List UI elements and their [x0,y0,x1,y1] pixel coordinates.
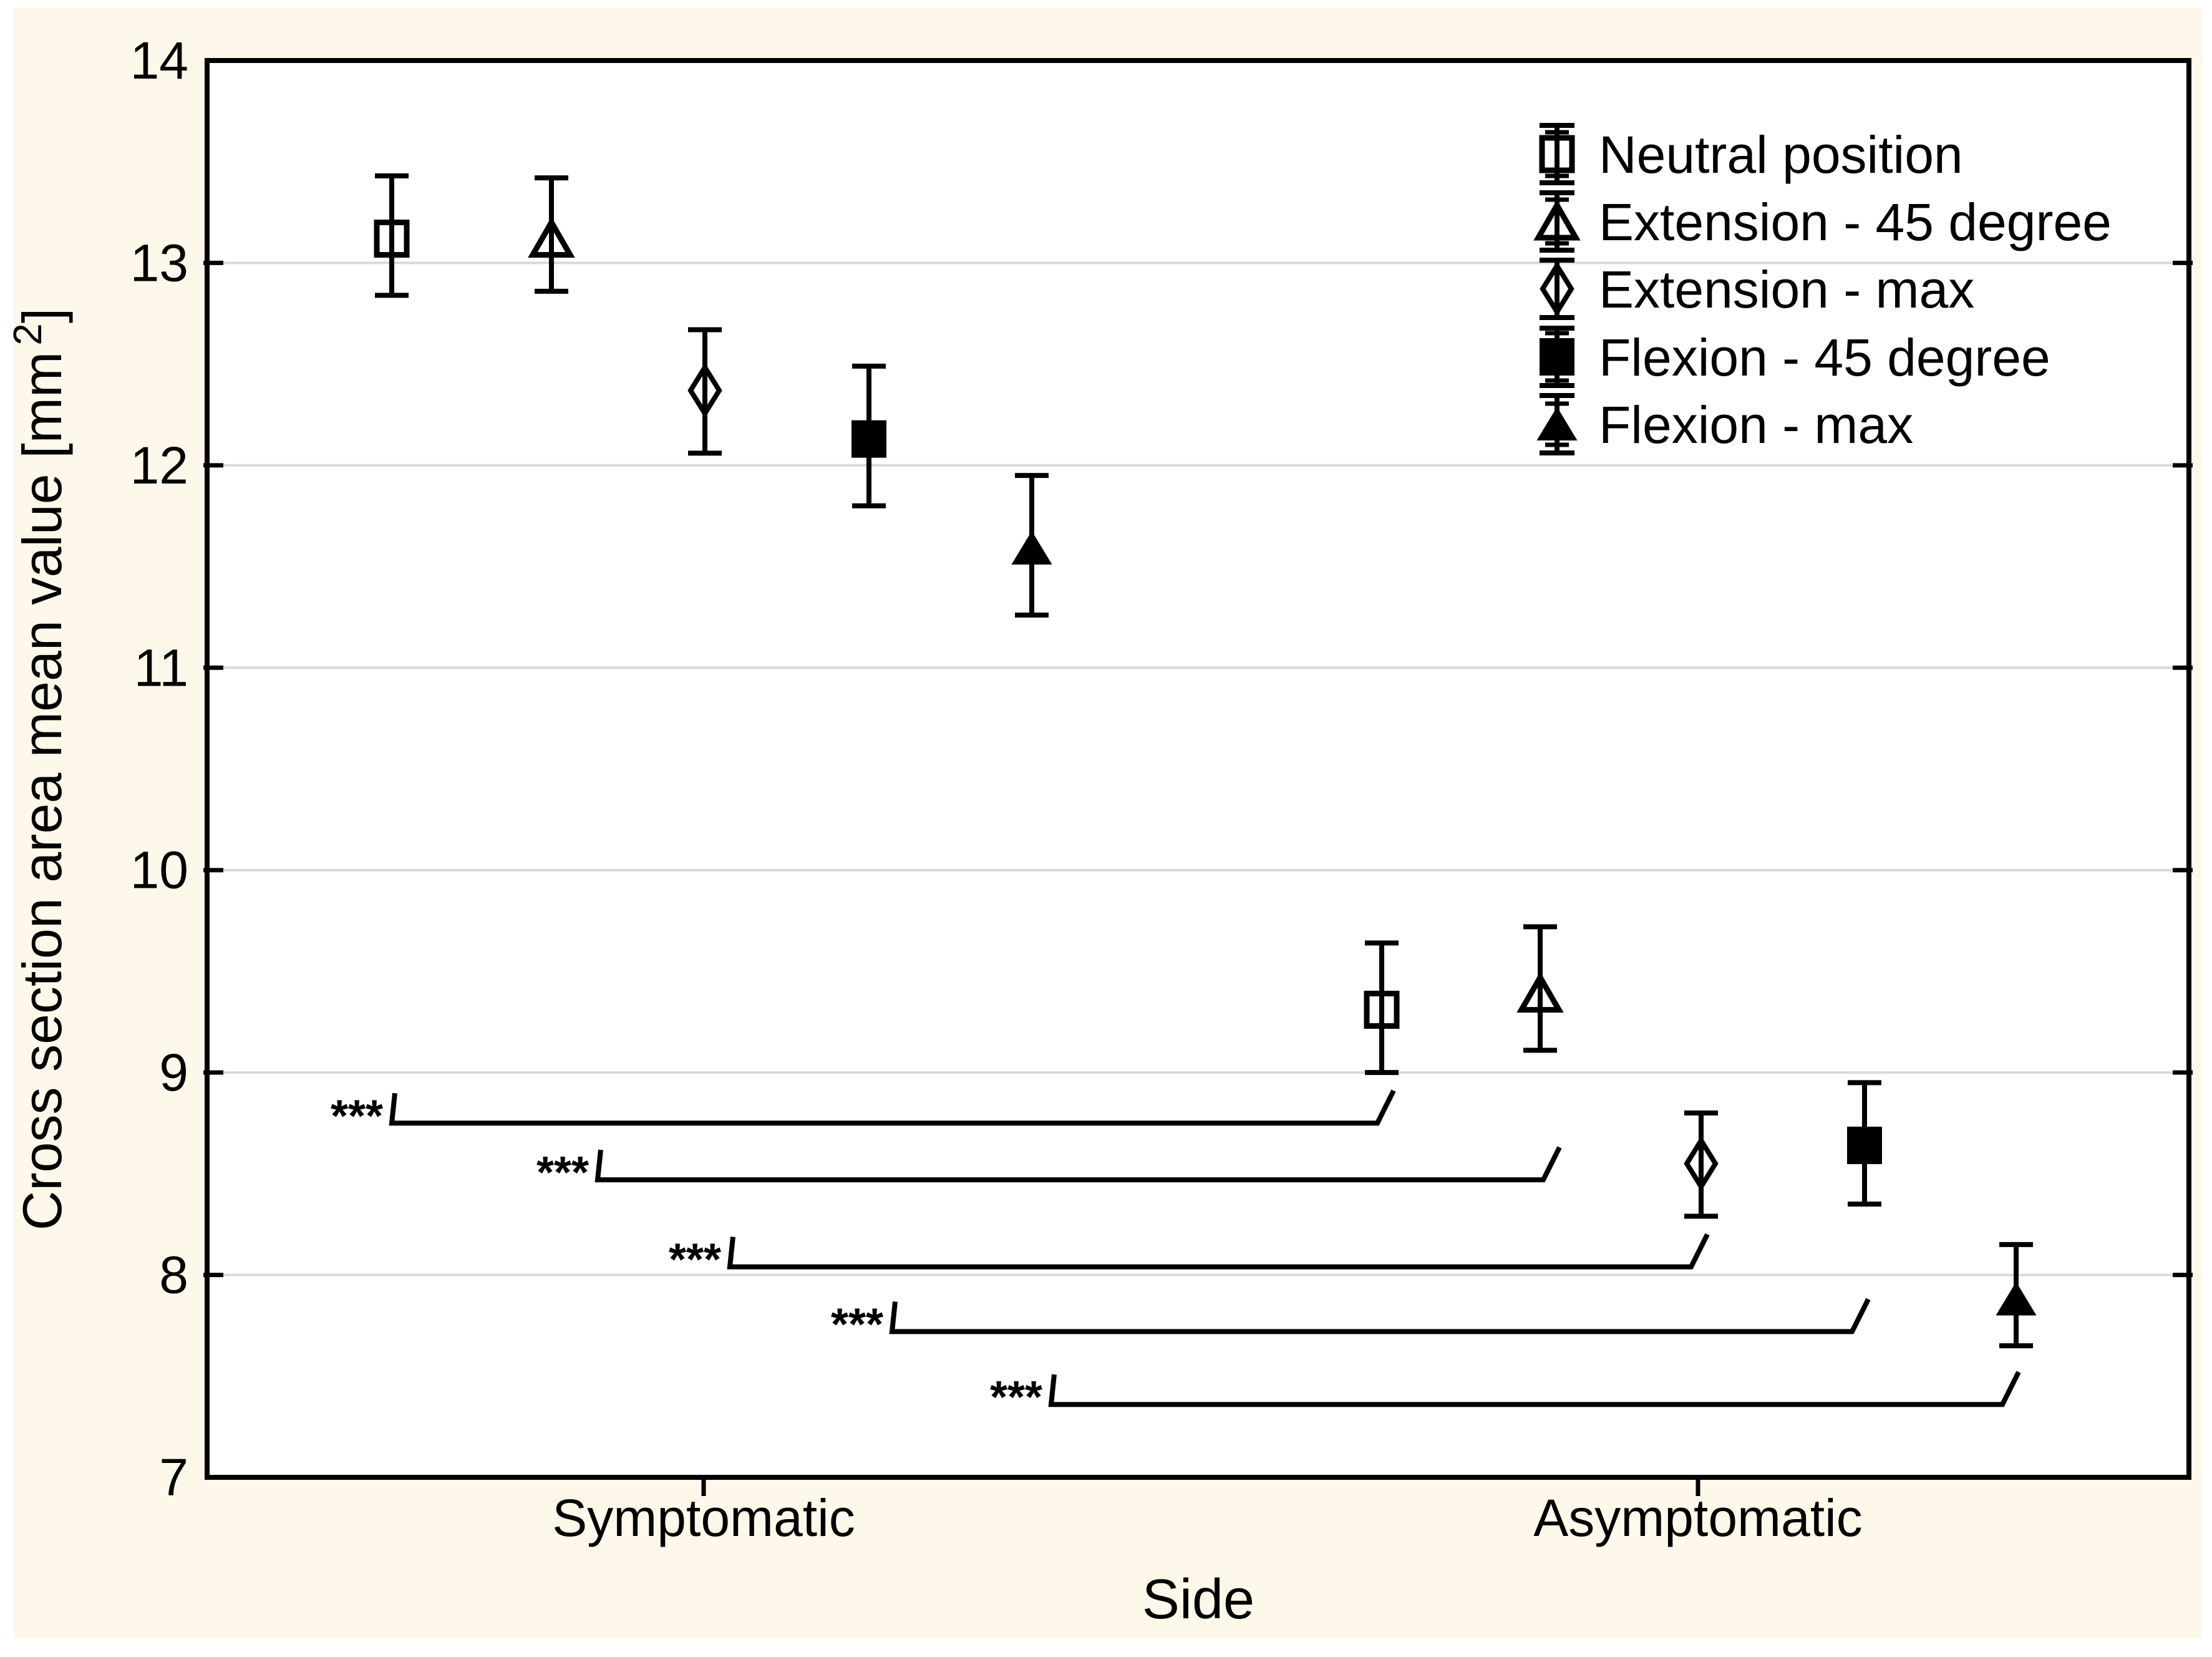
open-triangle-marker [528,216,575,258]
legend-item-neutral-position: Neutral position [1539,123,1963,185]
y-tick-label-11: 11 [134,638,188,697]
bracket-line [594,1146,1562,1183]
legend-label: Flexion - max [1599,396,1913,454]
open-square-marker [1364,991,1400,1029]
open-diamond-marker [1684,1135,1719,1192]
y-tick-labels: 7 8 9 10 11 12 13 14 [130,31,188,1507]
sig-bracket-flexion-max: *** [990,1371,2021,1422]
sig-bracket-neutral-position: *** [331,1089,1396,1141]
filled-square-marker [1847,1126,1882,1164]
legend-item-extension-45-degree: Extension - 45 degree [1533,190,2112,253]
open-diamond-icon [1540,261,1574,317]
filled-square-icon [1540,338,1574,376]
y-tick-label-9: 9 [159,1043,188,1102]
significance-stars: *** [331,1091,383,1141]
errorbar-extension-max-asymptomatic [1684,1110,1719,1219]
series-layer [374,173,2037,1349]
sig-bracket-extension-max: *** [669,1233,1710,1285]
errorbar-extension-45-degree-asymptomatic [1516,924,1564,1053]
legend: Neutral position Extension - 45 degree Ext… [1533,123,2112,455]
errorbar-neutral-position-asymptomatic [1364,940,1400,1076]
y-tick-label-14: 14 [130,31,188,90]
errorbar-flexion-max-asymptomatic [1996,1242,2037,1349]
series-extension-45-degree [528,175,1564,1053]
bracket-line [889,1298,1871,1334]
significance-stars: *** [831,1300,883,1349]
x-category-label-symptomatic: Symptomatic [552,1489,855,1547]
y-tick-label-8: 8 [159,1246,188,1305]
gridlines [207,261,2189,1276]
open-triangle-marker [1516,971,1564,1013]
y-tick-label-10: 10 [130,841,188,900]
filled-square-marker [851,420,886,458]
y-axis-title: Cross section area mean value [mm2] [5,308,73,1231]
open-diamond-marker [687,362,722,419]
errorbar-flexion-45-degree-symptomatic [851,363,886,508]
y-tick-label-12: 12 [130,436,188,495]
sig-bracket-extension-45-degree: *** [536,1146,1562,1198]
x-axis-title: Side [1142,1568,1254,1631]
legend-label: Neutral position [1599,125,1963,184]
filled-triangle-marker [1996,1281,2037,1316]
significance-stars: *** [669,1235,721,1285]
significance-brackets: *** *** *** *** *** [331,1089,2021,1422]
legend-label: Extension - max [1599,260,1974,319]
legend-item-flexion-45-degree: Flexion - 45 degree [1540,326,2050,388]
errorbar-flexion-max-symptomatic [1011,473,1052,618]
y-tick-label-13: 13 [130,233,188,292]
legend-label: Extension - 45 degree [1599,193,2112,251]
errorbar-flexion-45-degree-asymptomatic [1847,1080,1882,1207]
filled-triangle-icon [1536,407,1578,440]
bracket-line [727,1233,1710,1270]
bracket-line [1048,1371,2021,1407]
significance-stars: *** [990,1373,1042,1422]
plot-area: *** *** *** *** *** Neutral position Extensio… [203,58,2193,1496]
series-flexion-max [1011,473,2037,1349]
legend-item-flexion-max: Flexion - max [1536,393,1913,455]
sig-bracket-flexion-45-degree: *** [831,1298,1871,1349]
series-neutral-position [374,173,1400,1076]
errorbar-neutral-position-symptomatic [374,173,410,298]
axis-labels: 7 8 9 10 11 12 13 14 Symptomatic Asymptomatic S… [5,31,1863,1631]
open-square-icon [1539,135,1575,173]
plot-background [207,61,2189,1477]
series-extension-max [687,327,1719,1219]
y-tick-label-7: 7 [159,1448,188,1507]
legend-label: Flexion - 45 degree [1599,328,2050,387]
errorbar-extension-max-symptomatic [687,327,722,456]
bracket-line [389,1089,1396,1126]
open-triangle-icon [1533,199,1581,241]
significance-stars: *** [536,1148,589,1198]
series-flexion-45-degree [851,363,1882,1207]
open-square-marker [374,219,410,258]
errorbar-extension-45-degree-symptomatic [528,175,575,294]
x-category-label-asymptomatic: Asymptomatic [1533,1489,1862,1547]
filled-triangle-marker [1011,531,1052,565]
plot-border [205,58,2191,1480]
legend-item-extension-max: Extension - max [1540,258,1974,320]
